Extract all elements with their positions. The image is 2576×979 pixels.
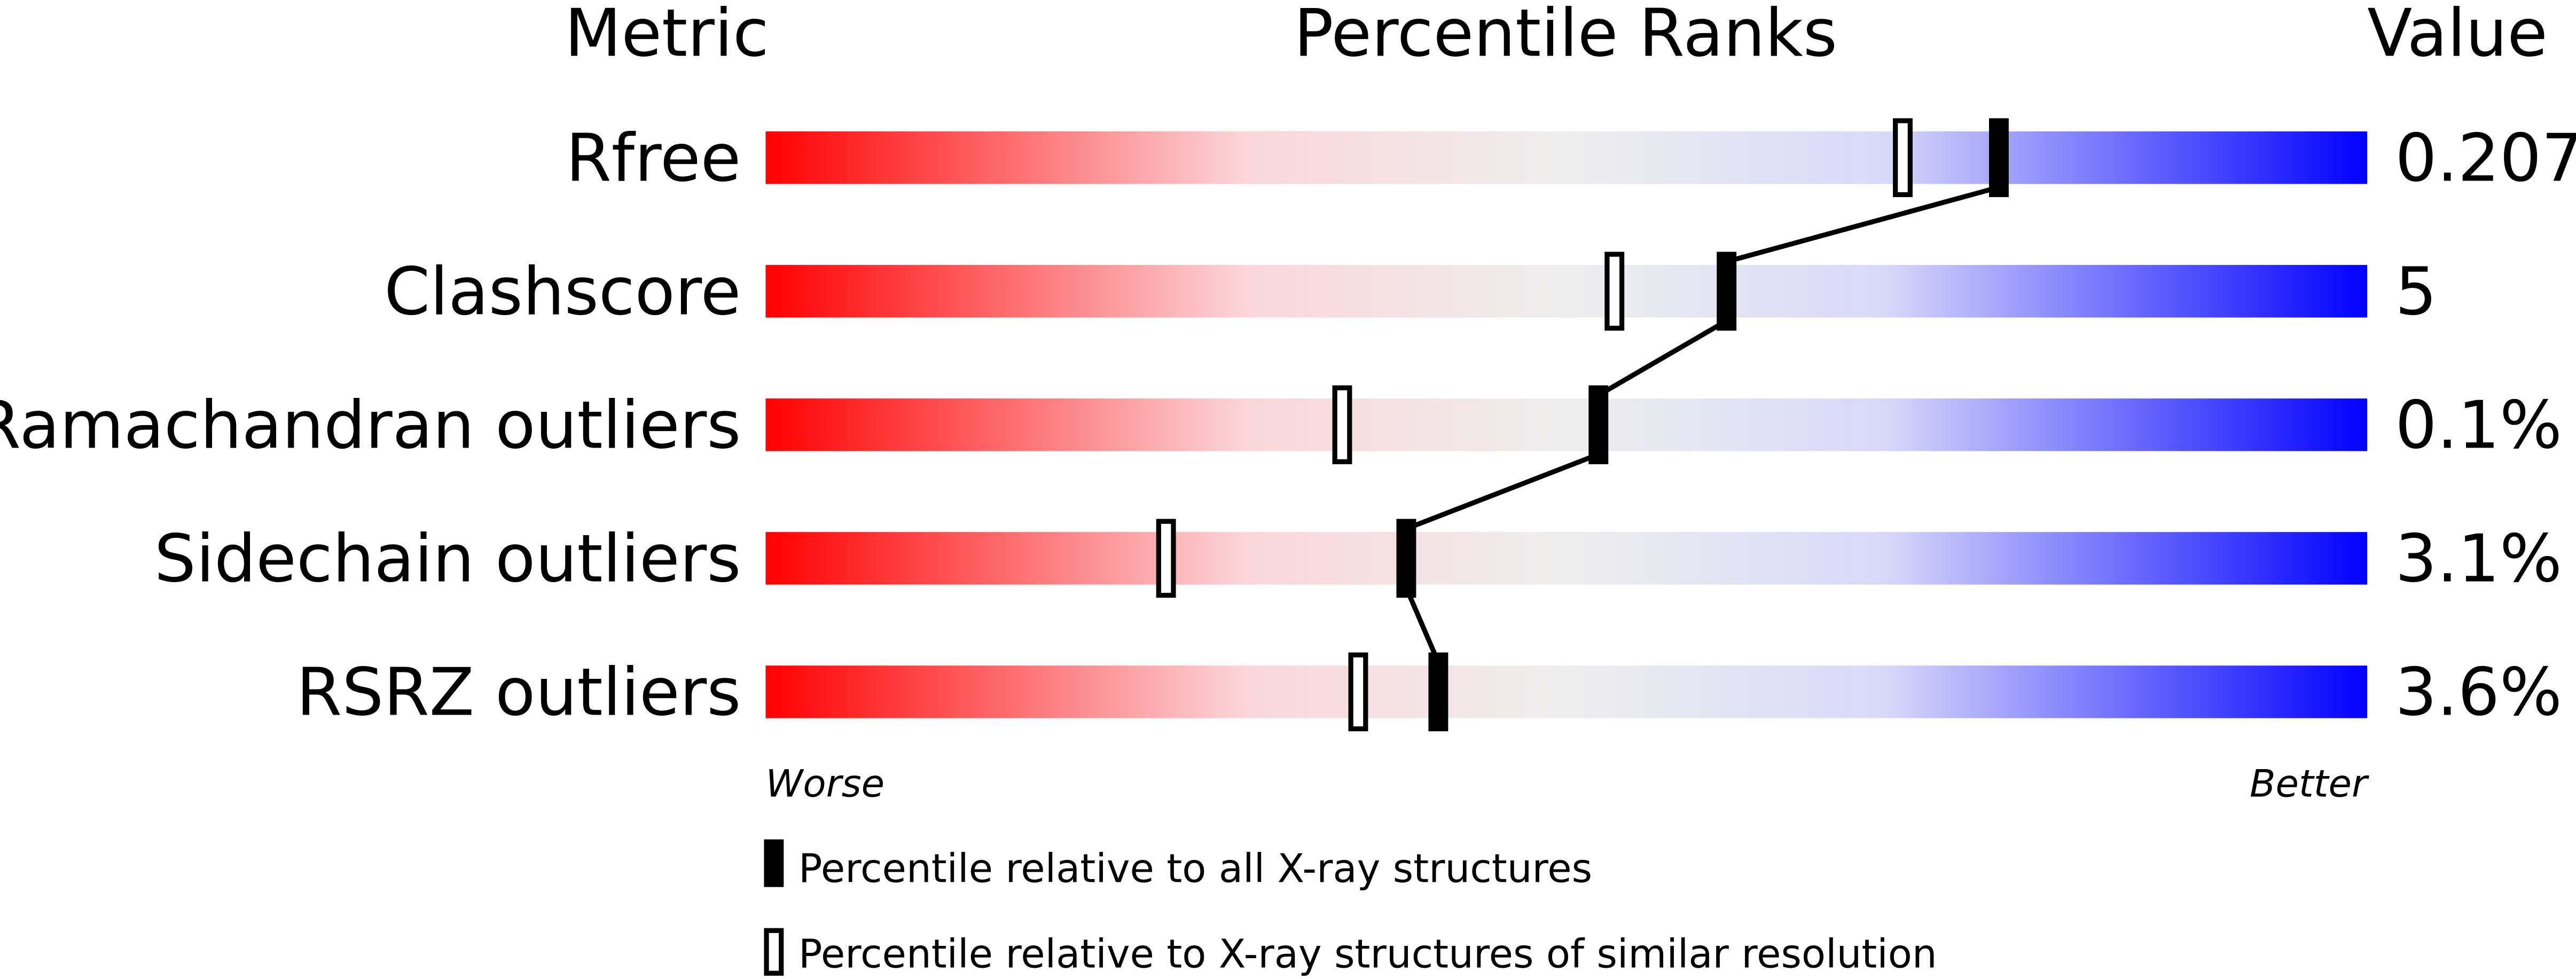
axis-worse-label: Worse — [765, 762, 884, 806]
percentile-bar — [765, 532, 2368, 585]
connector-line — [1726, 185, 2000, 264]
legend-open-marker — [764, 928, 784, 976]
similar-resolution-marker — [1893, 118, 1913, 198]
header-percentile-ranks: Percentile Ranks — [1294, 0, 1837, 72]
axis-better-label: Better — [2250, 762, 2369, 806]
percentile-bar — [765, 665, 2368, 718]
legend-open-label: Percentile relative to X-ray structures … — [798, 931, 1937, 977]
connector-line — [1404, 586, 1441, 663]
similar-resolution-marker — [1348, 652, 1368, 732]
metric-value: 5 — [2395, 254, 2437, 330]
percentile-bar — [765, 398, 2368, 451]
all-structures-marker — [1396, 519, 1416, 598]
metric-label: Clashscore — [384, 254, 741, 330]
metric-label: Ramachandran outliers — [0, 387, 741, 464]
legend-filled-marker — [764, 839, 784, 887]
metric-label: RSRZ outliers — [296, 654, 741, 731]
similar-resolution-marker — [1604, 252, 1625, 331]
percentile-bar — [765, 265, 2368, 318]
metric-value: 3.1% — [2395, 521, 2562, 597]
header-metric: Metric — [565, 0, 769, 72]
metric-value: 0.1% — [2395, 387, 2562, 464]
metric-value: 0.207 — [2395, 120, 2576, 197]
connector-line — [1597, 318, 1728, 397]
all-structures-marker — [1588, 385, 1609, 465]
all-structures-marker — [1717, 252, 1737, 331]
all-structures-marker — [1988, 118, 2009, 198]
header-value: Value — [2367, 0, 2548, 72]
similar-resolution-marker — [1332, 385, 1352, 465]
legend-filled-label: Percentile relative to all X-ray structu… — [798, 846, 1592, 892]
percentile-bar — [765, 131, 2368, 184]
similar-resolution-marker — [1156, 519, 1176, 598]
metric-label: Sidechain outliers — [154, 521, 741, 597]
metric-label: Rfree — [566, 120, 741, 197]
connector-line — [1405, 452, 1600, 531]
metric-value: 3.6% — [2395, 654, 2562, 731]
all-structures-marker — [1428, 652, 1448, 732]
